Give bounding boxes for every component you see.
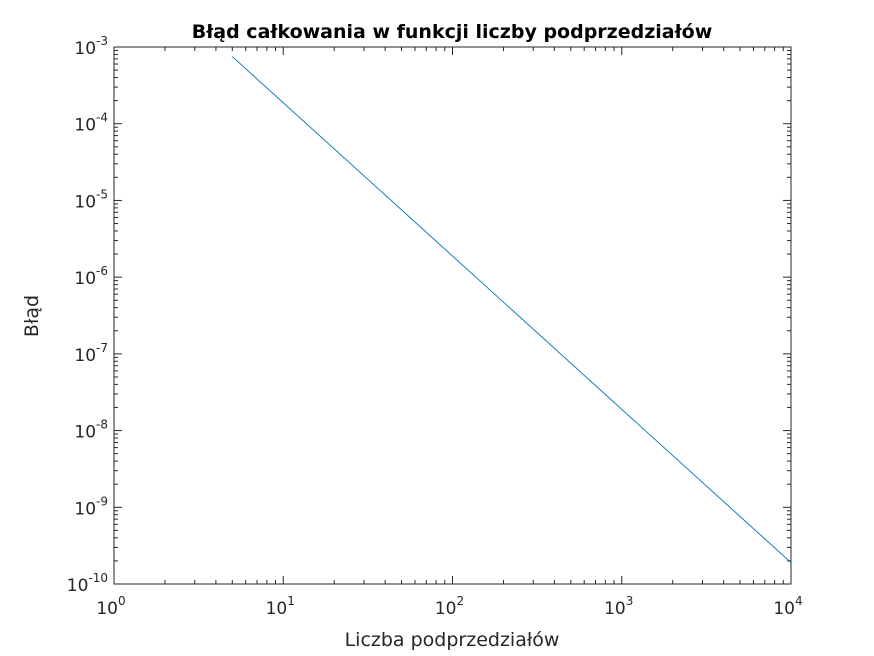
chart-title: Błąd całkowania w funkcji liczby podprze… (192, 21, 713, 43)
x-tick-label: 103 (604, 594, 633, 619)
x-tick-label: 102 (435, 594, 464, 619)
x-tick-label: 101 (266, 594, 295, 619)
y-tick-label: 10-7 (74, 341, 108, 366)
y-tick-label: 10-5 (74, 187, 108, 212)
y-tick-label: 10-10 (67, 571, 108, 596)
y-axis-label: Błąd (21, 295, 43, 337)
y-tick-label: 10-6 (74, 264, 108, 289)
y-tick-label: 10-3 (74, 34, 108, 59)
x-axis-label: Liczba podprzedziałów (345, 629, 560, 651)
y-tick-label: 10-8 (74, 418, 108, 443)
minor-ticks (114, 47, 791, 584)
major-ticks (113, 46, 792, 585)
series-line (231, 56, 792, 563)
y-tick-label: 10-9 (74, 494, 108, 519)
y-tick-label: 10-4 (74, 111, 108, 136)
x-tick-label: 100 (96, 594, 125, 619)
x-tick-label: 104 (773, 594, 802, 619)
y-tick-labels: 10-10 10-9 10-8 10-7 10-6 10-5 10-4 10-3 (67, 34, 108, 596)
axes-box (113, 46, 792, 585)
x-tick-labels: 100 101 102 103 104 (96, 594, 802, 619)
series-layer (231, 56, 792, 563)
